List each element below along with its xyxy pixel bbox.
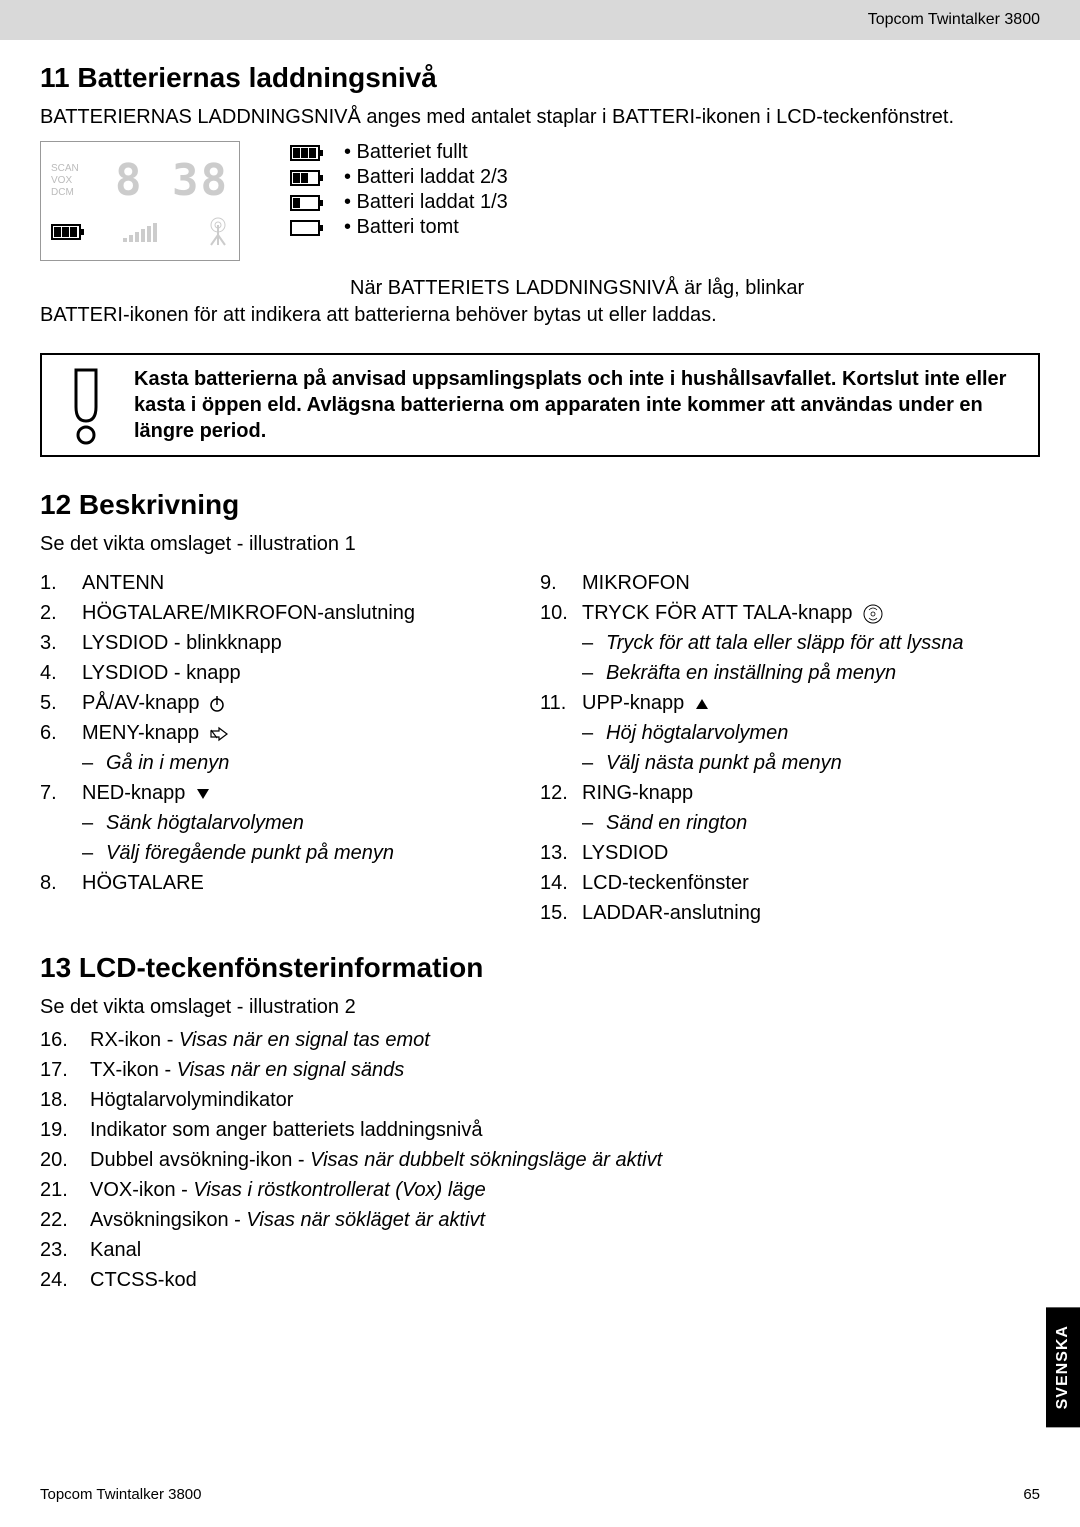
- item-1: 1.ANTENN: [40, 568, 540, 598]
- s11-post-2: BATTERI-ikonen för att indikera att batt…: [40, 304, 717, 326]
- s13-list: 16.RX-ikon - Visas när en signal tas emo…: [40, 1025, 1040, 1295]
- item-15: 15.LADDAR-anslutning: [540, 898, 1040, 928]
- item-4: 4.LYSDIOD - knapp: [40, 658, 540, 688]
- batt-level-0: • Batteri tomt: [290, 216, 508, 239]
- item-12-sub1: –Sänd en rington: [540, 808, 1040, 838]
- batt-level-1-text: • Batteri laddat 1/3: [344, 191, 508, 214]
- item-7-sub1: –Sänk högtalarvolymen: [40, 808, 540, 838]
- item-17: 17.TX-ikon - Visas när en signal sänds: [40, 1055, 1040, 1085]
- item-13: 13.LYSDIOD: [540, 838, 1040, 868]
- battery-levels-list: • Batteriet fullt • Batteri laddat 2/3 •…: [290, 141, 508, 261]
- up-triangle-icon: [694, 697, 710, 711]
- lcd-labels: SCAN VOX DCM: [51, 163, 79, 199]
- item-10-sub2: –Bekräfta en inställning på menyn: [540, 658, 1040, 688]
- item-9: 9.MIKROFON: [540, 568, 1040, 598]
- item-6: 6.MENY-knapp: [40, 718, 540, 748]
- item-24: 24.CTCSS-kod: [40, 1265, 1040, 1295]
- item-18: 18.Högtalarvolymindikator: [40, 1085, 1040, 1115]
- item-19: 19.Indikator som anger batteriets laddni…: [40, 1115, 1040, 1145]
- footer: Topcom Twintalker 3800 65: [40, 1486, 1040, 1503]
- batt-level-full: • Batteriet fullt: [290, 141, 508, 164]
- warning-text: Kasta batterierna på anvisad uppsamlings…: [134, 366, 1024, 444]
- batt-level-2: • Batteri laddat 2/3: [290, 166, 508, 189]
- s12-left-col: 1.ANTENN 2.HÖGTALARE/MIKROFON-anslutning…: [40, 568, 540, 928]
- lcd-digits: 8 38: [115, 155, 229, 206]
- item-5: 5.PÅ/AV-knapp: [40, 688, 540, 718]
- item-12: 12.RING-knapp: [540, 778, 1040, 808]
- item-11: 11.UPP-knapp: [540, 688, 1040, 718]
- item-7-sub2: –Välj föregående punkt på menyn: [40, 838, 540, 868]
- batt-level-1: • Batteri laddat 1/3: [290, 191, 508, 214]
- item-8: 8.HÖGTALARE: [40, 868, 540, 898]
- item-10: 10.TRYCK FÖR ATT TALA-knapp: [540, 598, 1040, 628]
- item-20: 20.Dubbel avsökning-ikon - Visas när dub…: [40, 1145, 1040, 1175]
- warning-box: Kasta batterierna på anvisad uppsamlings…: [40, 353, 1040, 457]
- down-triangle-icon: [195, 787, 211, 801]
- s12-columns: 1.ANTENN 2.HÖGTALARE/MIKROFON-anslutning…: [40, 568, 1040, 928]
- item-7: 7.NED-knapp: [40, 778, 540, 808]
- item-21: 21.VOX-ikon - Visas i röstkontrollerat (…: [40, 1175, 1040, 1205]
- s12-title: 12 Beskrivning: [40, 489, 1040, 521]
- s11-title: 11 Batteriernas laddningsnivå: [40, 62, 1040, 94]
- battery-full-icon: [51, 223, 85, 241]
- language-tab: SVENSKA: [1046, 1307, 1080, 1427]
- item-16: 16.RX-ikon - Visas när en signal tas emo…: [40, 1025, 1040, 1055]
- item-11-sub2: –Välj nästa punkt på menyn: [540, 748, 1040, 778]
- header-product: Topcom Twintalker 3800: [868, 11, 1040, 29]
- s11-post: När BATTERIETS LADDNINGSNIVÅ är låg, bli…: [40, 275, 1040, 329]
- s13-intro: Se det vikta omslaget - illustration 2: [40, 994, 1040, 1021]
- battery-2-icon: [290, 169, 324, 187]
- s12-intro: Se det vikta omslaget - illustration 1: [40, 531, 1040, 558]
- item-3: 3.LYSDIOD - blinkknapp: [40, 628, 540, 658]
- batt-level-0-text: • Batteri tomt: [344, 216, 459, 239]
- s12-right-col: 9.MIKROFON 10.TRYCK FÖR ATT TALA-knapp –…: [540, 568, 1040, 928]
- s11-post-1: När BATTERIETS LADDNINGSNIVÅ är låg, bli…: [350, 277, 804, 299]
- item-14: 14.LCD-teckenfönster: [540, 868, 1040, 898]
- battery-block: SCAN VOX DCM 8 38 • Batteriet fullt • Ba…: [40, 141, 1040, 261]
- batt-level-2-text: • Batteri laddat 2/3: [344, 166, 508, 189]
- s13-title: 13 LCD-teckenfönsterinformation: [40, 952, 1040, 984]
- item-23: 23.Kanal: [40, 1235, 1040, 1265]
- item-11-sub1: –Höj högtalarvolymen: [540, 718, 1040, 748]
- s11-intro: BATTERIERNAS LADDNINGSNIVÅ anges med ant…: [40, 104, 1040, 131]
- item-2: 2.HÖGTALARE/MIKROFON-anslutning: [40, 598, 540, 628]
- batt-level-full-text: • Batteriet fullt: [344, 141, 468, 164]
- item-10-sub1: –Tryck för att tala eller släpp för att …: [540, 628, 1040, 658]
- lcd-display-mock: SCAN VOX DCM 8 38: [40, 141, 240, 261]
- battery-1-icon: [290, 194, 324, 212]
- ptt-circle-icon: [862, 603, 884, 625]
- battery-3-icon: [290, 144, 324, 162]
- item-22: 22.Avsökningsikon - Visas när sökläget ä…: [40, 1205, 1040, 1235]
- power-icon: [209, 695, 225, 713]
- battery-0-icon: [290, 219, 324, 237]
- exclamation-icon: [56, 365, 116, 445]
- footer-left: Topcom Twintalker 3800: [40, 1486, 201, 1503]
- antenna-icon: [207, 217, 229, 247]
- menu-arrow-icon: [209, 726, 229, 742]
- header-bar: Topcom Twintalker 3800: [0, 0, 1080, 40]
- footer-page: 65: [1023, 1486, 1040, 1503]
- page-content: 11 Batteriernas laddningsnivå BATTERIERN…: [0, 40, 1080, 1295]
- item-6-sub1: –Gå in i menyn: [40, 748, 540, 778]
- signal-bars-icon: [121, 220, 171, 244]
